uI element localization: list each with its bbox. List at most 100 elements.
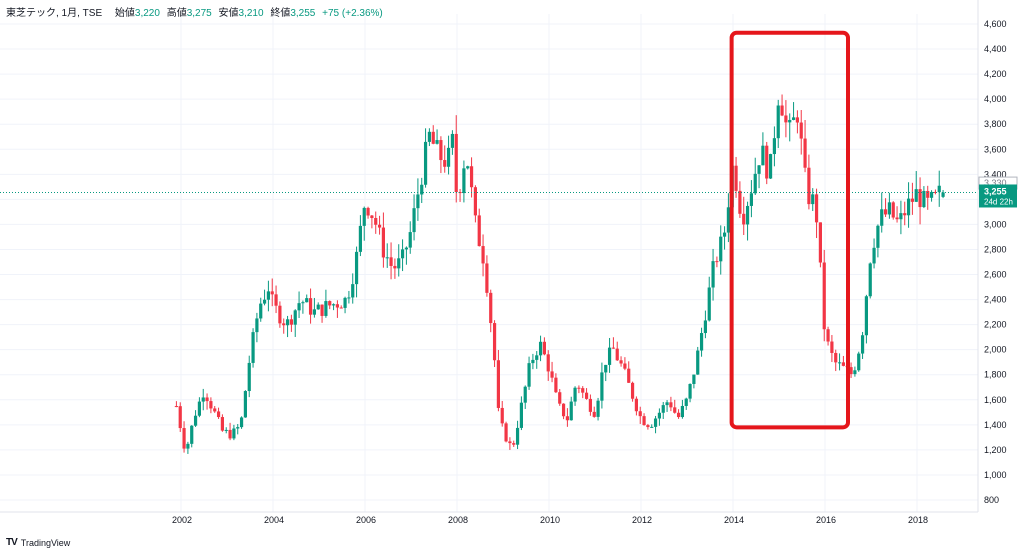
candle-body[interactable] (251, 332, 255, 363)
candle-body[interactable] (278, 305, 282, 324)
candle-body[interactable] (903, 213, 907, 216)
candle-body[interactable] (289, 319, 293, 325)
candle-body[interactable] (623, 363, 627, 369)
candle-body[interactable] (726, 207, 730, 233)
candle-body[interactable] (439, 140, 443, 161)
candle-body[interactable] (546, 354, 550, 372)
candle-body[interactable] (201, 397, 205, 402)
candle-body[interactable] (719, 236, 723, 262)
candle-body[interactable] (803, 138, 807, 168)
candle-body[interactable] (910, 198, 914, 202)
candle-body[interactable] (692, 374, 696, 384)
candle-body[interactable] (933, 191, 937, 193)
candle-body[interactable] (274, 294, 278, 306)
candle-body[interactable] (914, 189, 918, 202)
candle-body[interactable] (312, 309, 316, 315)
candle-body[interactable] (880, 209, 884, 226)
candle-body[interactable] (381, 227, 385, 258)
candle-body[interactable] (661, 405, 665, 413)
candle-body[interactable] (542, 341, 546, 355)
candle-body[interactable] (657, 412, 661, 419)
candle-body[interactable] (519, 402, 523, 428)
candle-body[interactable] (765, 145, 769, 179)
candle-body[interactable] (627, 368, 631, 383)
candle-body[interactable] (711, 261, 715, 288)
candle-body[interactable] (416, 194, 420, 209)
candle-body[interactable] (642, 416, 646, 426)
candle-body[interactable] (427, 131, 431, 142)
candle-body[interactable] (220, 417, 224, 431)
candle-body[interactable] (818, 222, 822, 263)
candle-body[interactable] (588, 398, 592, 412)
candle-body[interactable] (707, 287, 711, 321)
candle-body[interactable] (431, 131, 435, 144)
candle-body[interactable] (423, 141, 428, 185)
candle-body[interactable] (722, 232, 727, 237)
candle-body[interactable] (788, 119, 792, 123)
candle-body[interactable] (458, 192, 462, 194)
candle-body[interactable] (922, 190, 926, 208)
candle-body[interactable] (811, 194, 815, 205)
candle-body[interactable] (481, 246, 485, 264)
candle-body[interactable] (688, 383, 692, 399)
candle-body[interactable] (443, 160, 447, 167)
candle-body[interactable] (496, 360, 500, 408)
candle-body[interactable] (324, 301, 328, 316)
candle-body[interactable] (492, 323, 497, 361)
candle-body[interactable] (270, 291, 274, 295)
candle-body[interactable] (450, 133, 454, 148)
candle-body[interactable] (611, 347, 615, 349)
candle-body[interactable] (489, 292, 493, 324)
candle-body[interactable] (209, 401, 213, 409)
candle-body[interactable] (213, 408, 217, 412)
candle-body[interactable] (680, 405, 684, 418)
candle-body[interactable] (178, 406, 182, 429)
candle-body[interactable] (197, 401, 201, 416)
candle-body[interactable] (791, 117, 796, 120)
candle-body[interactable] (565, 416, 569, 421)
candle-body[interactable] (734, 165, 738, 191)
candle-body[interactable] (236, 427, 240, 429)
candle-body[interactable] (780, 105, 784, 116)
candle-body[interactable] (891, 202, 895, 218)
candle-body[interactable] (634, 398, 638, 412)
candle-body[interactable] (301, 302, 305, 304)
candle-body[interactable] (830, 341, 834, 353)
candle-body[interactable] (216, 411, 221, 418)
candle-body[interactable] (228, 429, 232, 439)
candle-body[interactable] (205, 397, 209, 402)
candle-body[interactable] (899, 213, 903, 220)
candle-body[interactable] (638, 411, 642, 417)
candle-body[interactable] (232, 428, 236, 439)
candle-body[interactable] (412, 208, 416, 233)
candle-body[interactable] (895, 217, 899, 220)
candle-body[interactable] (308, 298, 313, 315)
candle-body[interactable] (607, 347, 612, 365)
candle-body[interactable] (523, 386, 527, 403)
candle-body[interactable] (581, 388, 585, 393)
candle-body[interactable] (696, 350, 700, 375)
candle-body[interactable] (404, 247, 408, 250)
candle-body[interactable] (366, 207, 370, 216)
candle-body[interactable] (454, 133, 458, 193)
candle-body[interactable] (377, 224, 382, 228)
candle-body[interactable] (239, 417, 244, 428)
candle-body[interactable] (243, 391, 247, 418)
candle-body[interactable] (630, 382, 635, 399)
candle-body[interactable] (500, 407, 504, 424)
candle-body[interactable] (535, 355, 539, 360)
candle-body[interactable] (876, 225, 880, 248)
candle-body[interactable] (477, 215, 481, 247)
candle-body[interactable] (795, 117, 799, 123)
candle-body[interactable] (569, 401, 573, 421)
candle-body[interactable] (420, 184, 424, 195)
candle-body[interactable] (174, 406, 178, 408)
candle-body[interactable] (715, 261, 719, 263)
candle-body[interactable] (918, 189, 922, 208)
candle-body[interactable] (262, 299, 267, 304)
candle-body[interactable] (316, 304, 320, 310)
candle-body[interactable] (906, 198, 911, 216)
candle-body[interactable] (473, 187, 477, 216)
candle-body[interactable] (592, 411, 596, 417)
